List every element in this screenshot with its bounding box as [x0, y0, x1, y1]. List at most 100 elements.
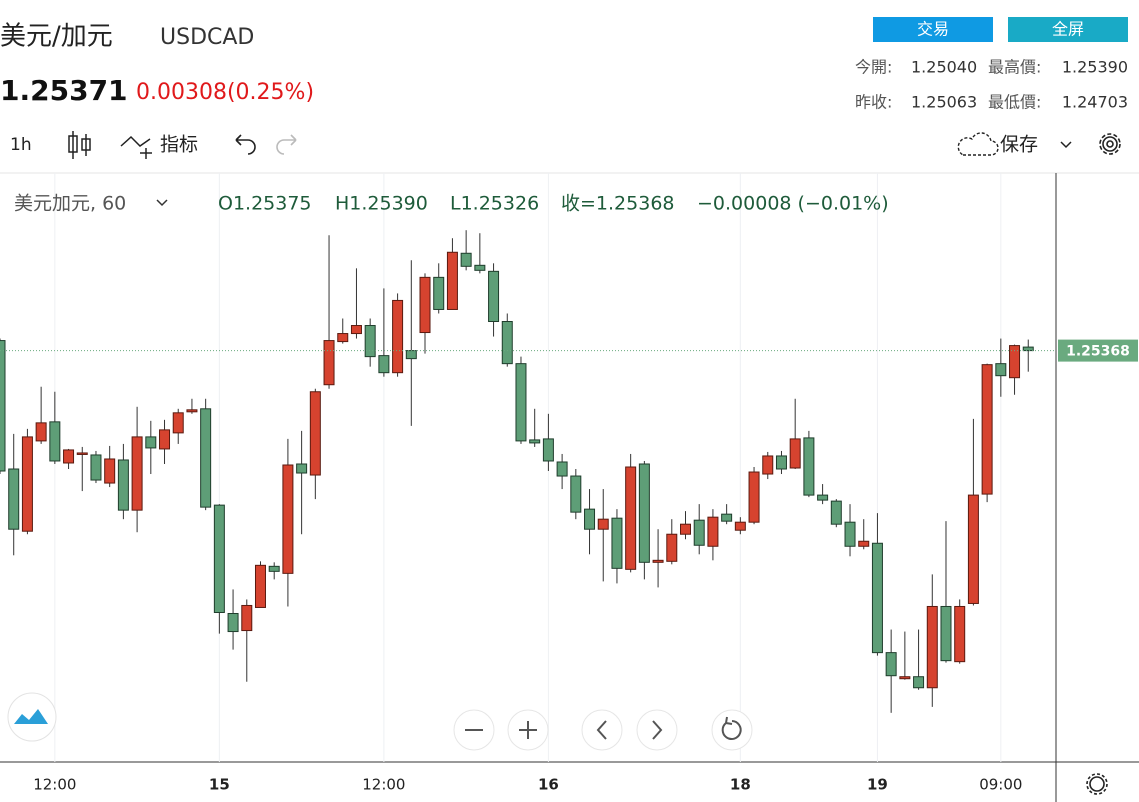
candle-type-icon[interactable] — [68, 131, 91, 159]
fullscreen-button-label[interactable]: 全屏 — [1052, 20, 1084, 39]
candle-body — [172, 412, 184, 434]
candle-body — [515, 363, 527, 442]
candle-body — [830, 500, 842, 525]
candle-body — [49, 421, 61, 462]
candle-body — [35, 422, 47, 442]
candle-body — [693, 519, 705, 546]
save-button[interactable]: 保存 — [1000, 134, 1038, 156]
symbol-title: 美元/加元 — [0, 22, 113, 52]
price-change: 0.00308(0.25%) — [136, 80, 314, 105]
x-tick-label: 18 — [730, 776, 751, 794]
reset-button[interactable] — [711, 709, 753, 751]
candle-body — [0, 340, 6, 472]
candle-body — [652, 559, 664, 563]
legend-values: O1.25375 H1.25390 L1.25326 收=1.25368 −0.0000… — [218, 193, 889, 215]
candle-body — [940, 605, 952, 662]
scroll-right-button[interactable] — [636, 709, 678, 751]
candle-body — [762, 455, 774, 475]
trade-button-label[interactable]: 交易 — [917, 20, 949, 39]
candle-body — [131, 436, 143, 511]
candle-body — [1022, 346, 1034, 352]
candle-body — [213, 504, 225, 613]
candle-body — [241, 604, 253, 632]
candle-body — [76, 452, 88, 455]
fullscreen-button[interactable] — [1008, 17, 1128, 42]
candle-body — [309, 391, 321, 476]
candle-body — [282, 464, 294, 574]
candle-body — [584, 508, 596, 530]
candle-body — [186, 409, 198, 413]
candle-body — [90, 454, 102, 481]
candle-body — [817, 494, 829, 501]
legend-value: O1.25375 — [218, 193, 312, 215]
candle-body — [995, 363, 1007, 377]
candle-body — [666, 533, 678, 562]
candle-body — [529, 439, 541, 444]
interval-button[interactable]: 1h — [10, 135, 32, 155]
candle-body — [392, 299, 404, 374]
legend-name: 美元加元, 60 — [14, 193, 126, 215]
stat-label: 今開: — [855, 58, 892, 77]
last-price: 1.25371 — [0, 74, 128, 107]
x-tick-label: 12:00 — [33, 776, 76, 794]
candle-body — [460, 252, 472, 267]
logo[interactable] — [7, 692, 57, 742]
candle-body — [721, 513, 733, 522]
cloud-icon[interactable] — [957, 132, 999, 156]
indicators-button[interactable]: 指标 — [160, 134, 198, 156]
candle-body — [145, 436, 157, 449]
stat-label: 昨收: — [855, 93, 892, 112]
candle-body — [21, 436, 33, 532]
candle-body — [707, 516, 719, 547]
candle-body — [885, 652, 897, 677]
candle-body — [625, 466, 637, 570]
redo-icon[interactable] — [276, 134, 297, 155]
candle-body — [501, 321, 513, 365]
candle-body — [556, 461, 568, 477]
zoom-out-button[interactable] — [453, 709, 495, 751]
candle-body — [268, 565, 280, 572]
indicators-icon[interactable] — [120, 135, 152, 159]
x-tick-label: 12:00 — [362, 776, 405, 794]
candle-body — [913, 676, 925, 689]
settings-icon[interactable] — [1099, 133, 1121, 155]
trade-button[interactable] — [873, 17, 993, 42]
x-tick-label: 15 — [209, 776, 230, 794]
x-tick-label: 16 — [538, 776, 559, 794]
candle-body — [680, 523, 691, 535]
candle-body — [775, 455, 787, 470]
candle-body — [748, 471, 760, 523]
candle-body — [200, 408, 212, 508]
axis-settings-icon[interactable] — [1086, 773, 1108, 795]
last-price-tag — [1058, 339, 1138, 362]
candle-body — [926, 605, 938, 689]
candle-body — [433, 276, 445, 310]
legend-value: H1.25390 — [335, 193, 428, 215]
stat-label: 最低價: — [988, 93, 1041, 112]
save-menu-chevron[interactable] — [1060, 141, 1072, 149]
x-tick-label: 09:00 — [979, 776, 1022, 794]
candle-body — [734, 521, 746, 531]
x-tick-label: 19 — [867, 776, 888, 794]
candle-body — [159, 429, 171, 450]
candle-body — [871, 542, 883, 654]
candle-body — [597, 518, 609, 530]
candle-body — [104, 458, 116, 484]
last-price-label: 1.25368 — [1066, 344, 1130, 360]
candle-body — [117, 459, 129, 511]
zoom-in-button[interactable] — [507, 709, 549, 751]
candle-body — [323, 340, 335, 386]
candle-body — [296, 463, 308, 474]
scroll-left-button[interactable] — [581, 709, 623, 751]
legend-chevron[interactable] — [156, 199, 168, 207]
candle-body — [789, 438, 801, 469]
candle-body — [488, 270, 500, 323]
candle-body — [899, 676, 911, 680]
candle-body — [63, 449, 75, 464]
candle-body — [858, 540, 870, 547]
undo-icon[interactable] — [235, 134, 256, 155]
candle-body — [405, 350, 417, 360]
candle-body — [1009, 345, 1021, 379]
